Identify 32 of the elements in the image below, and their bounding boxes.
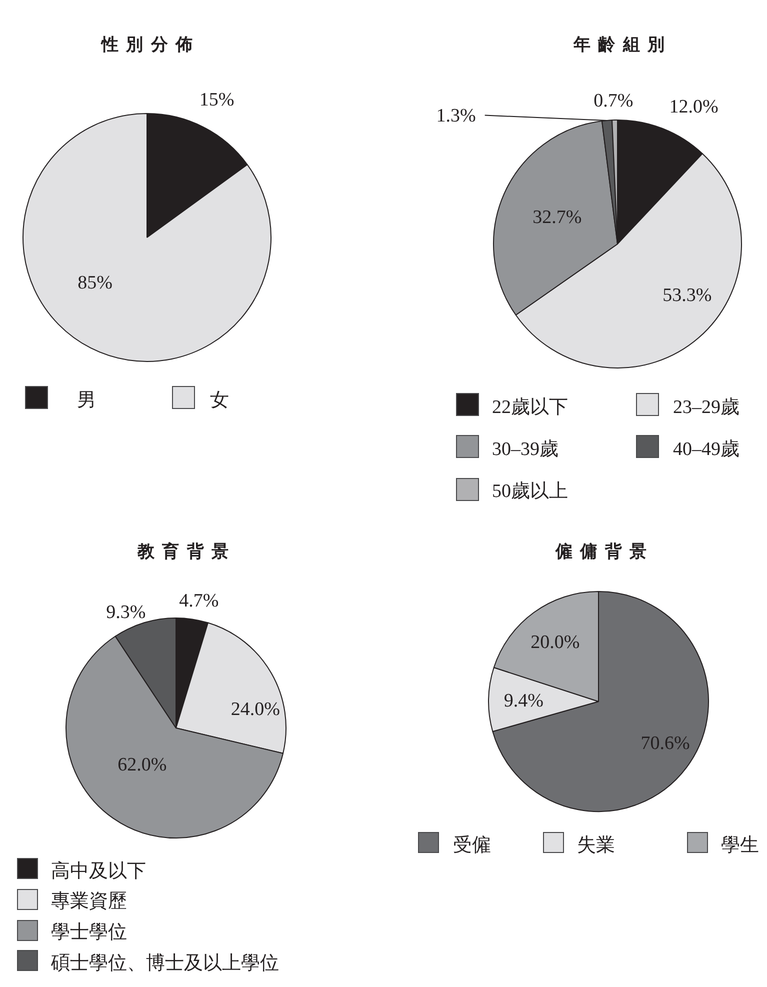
data-label: 0.7% bbox=[594, 90, 634, 112]
data-label: 12.0% bbox=[669, 96, 718, 118]
legend-label: 受僱 bbox=[453, 834, 491, 856]
data-label: 24.0% bbox=[230, 698, 280, 720]
legend-label: 學生 bbox=[721, 834, 759, 856]
data-label: 1.3% bbox=[436, 105, 476, 126]
data-label: 32.7% bbox=[532, 206, 582, 228]
chart-title: 性別分佈 bbox=[102, 35, 200, 55]
chart-title: 年齡組別 bbox=[574, 35, 672, 55]
legend-label: 30–39歲 bbox=[492, 438, 558, 460]
data-label: 9.3% bbox=[106, 602, 146, 624]
legend-label: 23–29歲 bbox=[673, 396, 740, 418]
data-label: 53.3% bbox=[662, 284, 712, 306]
legend-label: 專業資歷 bbox=[51, 890, 127, 912]
data-label: 85% bbox=[78, 272, 113, 294]
data-label: 70.6% bbox=[640, 733, 690, 754]
legend-label: 男 bbox=[77, 388, 96, 410]
legend-label: 失業 bbox=[577, 834, 615, 856]
legend-label: 碩士學位、博士及以上學位 bbox=[51, 952, 279, 974]
legend-label: 學士學位 bbox=[51, 921, 127, 944]
data-label: 9.4% bbox=[504, 690, 544, 712]
legend-label: 女 bbox=[210, 388, 229, 410]
data-label: 20.0% bbox=[530, 632, 580, 654]
legend-label: 高中及以下 bbox=[51, 860, 146, 882]
chart-title: 僱傭背景 bbox=[556, 542, 654, 562]
chart-title: 教育背景 bbox=[138, 542, 236, 562]
legend-label: 50歲以上 bbox=[492, 480, 568, 502]
data-label: 4.7% bbox=[179, 590, 219, 612]
legend-label: 40–49歲 bbox=[673, 438, 740, 460]
legend-label: 22歲以下 bbox=[492, 396, 568, 418]
data-label: 15% bbox=[199, 89, 234, 110]
data-label: 62.0% bbox=[118, 754, 167, 776]
